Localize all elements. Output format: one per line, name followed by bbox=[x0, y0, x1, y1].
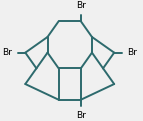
Text: Br: Br bbox=[128, 48, 137, 57]
Text: Br: Br bbox=[76, 111, 86, 120]
Text: Br: Br bbox=[76, 1, 86, 10]
Text: Br: Br bbox=[2, 48, 12, 57]
